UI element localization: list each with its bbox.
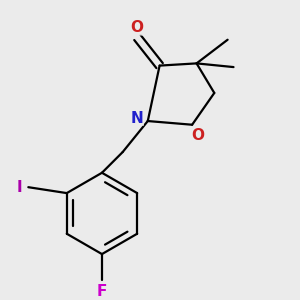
Text: N: N [131, 111, 144, 126]
Text: F: F [97, 284, 107, 298]
Text: O: O [130, 20, 143, 35]
Text: I: I [16, 180, 22, 195]
Text: O: O [191, 128, 205, 142]
